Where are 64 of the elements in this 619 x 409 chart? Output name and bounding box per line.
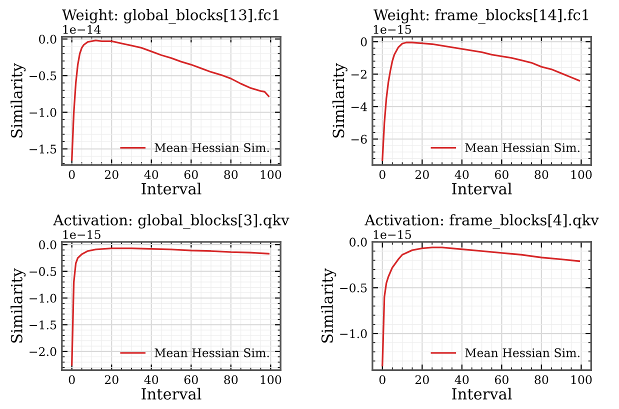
x-tick-label: 0 — [379, 170, 386, 180]
x-tick-label: 60 — [494, 375, 508, 384]
x-tick-label: 20 — [415, 170, 429, 180]
y-tick-label: −0.5 — [340, 283, 367, 292]
x-tick-label: 100 — [571, 375, 592, 384]
y-tick-label: −0.5 — [30, 71, 56, 80]
y-axis-title: Similarity — [10, 63, 26, 138]
y-tick-label: −2 — [351, 70, 366, 79]
y-tick-label: −1.0 — [30, 294, 56, 303]
y-tick-label: −4 — [351, 102, 367, 112]
x-tick-label: 40 — [144, 170, 158, 180]
x-tick-label: 80 — [224, 170, 238, 180]
y-tick-label: 0.0 — [350, 238, 367, 247]
x-tick-label: 100 — [571, 170, 592, 180]
line-series — [71, 248, 270, 366]
x-tick-label: 80 — [224, 375, 238, 384]
line-series — [382, 42, 580, 161]
x-tick-label: 20 — [104, 375, 118, 384]
x-axis-title: Interval — [452, 388, 512, 400]
text: 1e−15 — [374, 230, 411, 240]
text: 1e−15 — [63, 230, 100, 240]
x-tick-label: 60 — [184, 375, 198, 384]
x-tick-label: 0 — [68, 375, 75, 384]
x-tick-label: 80 — [534, 170, 548, 180]
y-tick-label: −1.0 — [340, 329, 367, 338]
x-axis-title: Interval — [142, 182, 202, 195]
legend-label: Mean Hessian Sim. — [154, 348, 269, 358]
x-tick-label: 100 — [260, 375, 282, 384]
x-tick-label: 0 — [68, 170, 75, 180]
y-tick-label: −1.5 — [30, 320, 56, 330]
x-tick-label: 0 — [379, 375, 386, 384]
x-tick-label: 80 — [534, 375, 548, 384]
text: 1e−15 — [374, 24, 411, 34]
chart-title: Activation: frame_blocks[4].qkv — [364, 214, 599, 229]
x-tick-label: 20 — [104, 170, 118, 180]
y-tick-label: 0.0 — [39, 240, 56, 250]
legend-label: Mean Hessian Sim. — [465, 143, 580, 152]
line-series — [71, 40, 270, 161]
y-tick-label: −0.5 — [30, 267, 56, 276]
legend-label: Mean Hessian Sim. — [154, 143, 269, 152]
chart-title: Activation: global_blocks[3].qkv — [53, 214, 290, 229]
line-series — [382, 246, 580, 366]
x-axis-title: Interval — [452, 182, 512, 195]
x-tick-label: 40 — [454, 170, 469, 180]
x-tick-label: 100 — [260, 170, 282, 180]
y-tick-label: −6 — [351, 134, 367, 144]
legend-label: Mean Hessian Sim. — [465, 348, 580, 358]
x-tick-label: 40 — [454, 375, 469, 384]
y-tick-label: −2.0 — [30, 347, 56, 356]
y-tick-label: −1.0 — [30, 108, 56, 117]
y-axis-title: Similarity — [321, 268, 336, 343]
x-tick-label: 60 — [494, 170, 508, 180]
y-tick-label: 0 — [360, 37, 367, 46]
y-axis-title: Similarity — [332, 63, 348, 138]
y-axis-title: Similarity — [10, 268, 26, 343]
text: 1e−14 — [63, 24, 101, 34]
x-tick-label: 60 — [184, 170, 198, 180]
x-axis-title: Interval — [142, 388, 202, 400]
chart-title: Weight: frame_blocks[14].fc1 — [374, 9, 588, 24]
x-tick-label: 40 — [144, 375, 158, 384]
chart-title: Weight: global_blocks[13].fc1 — [62, 9, 279, 24]
y-tick-label: 0.0 — [39, 34, 56, 44]
x-tick-label: 20 — [415, 375, 429, 384]
y-tick-label: −1.5 — [30, 144, 56, 154]
